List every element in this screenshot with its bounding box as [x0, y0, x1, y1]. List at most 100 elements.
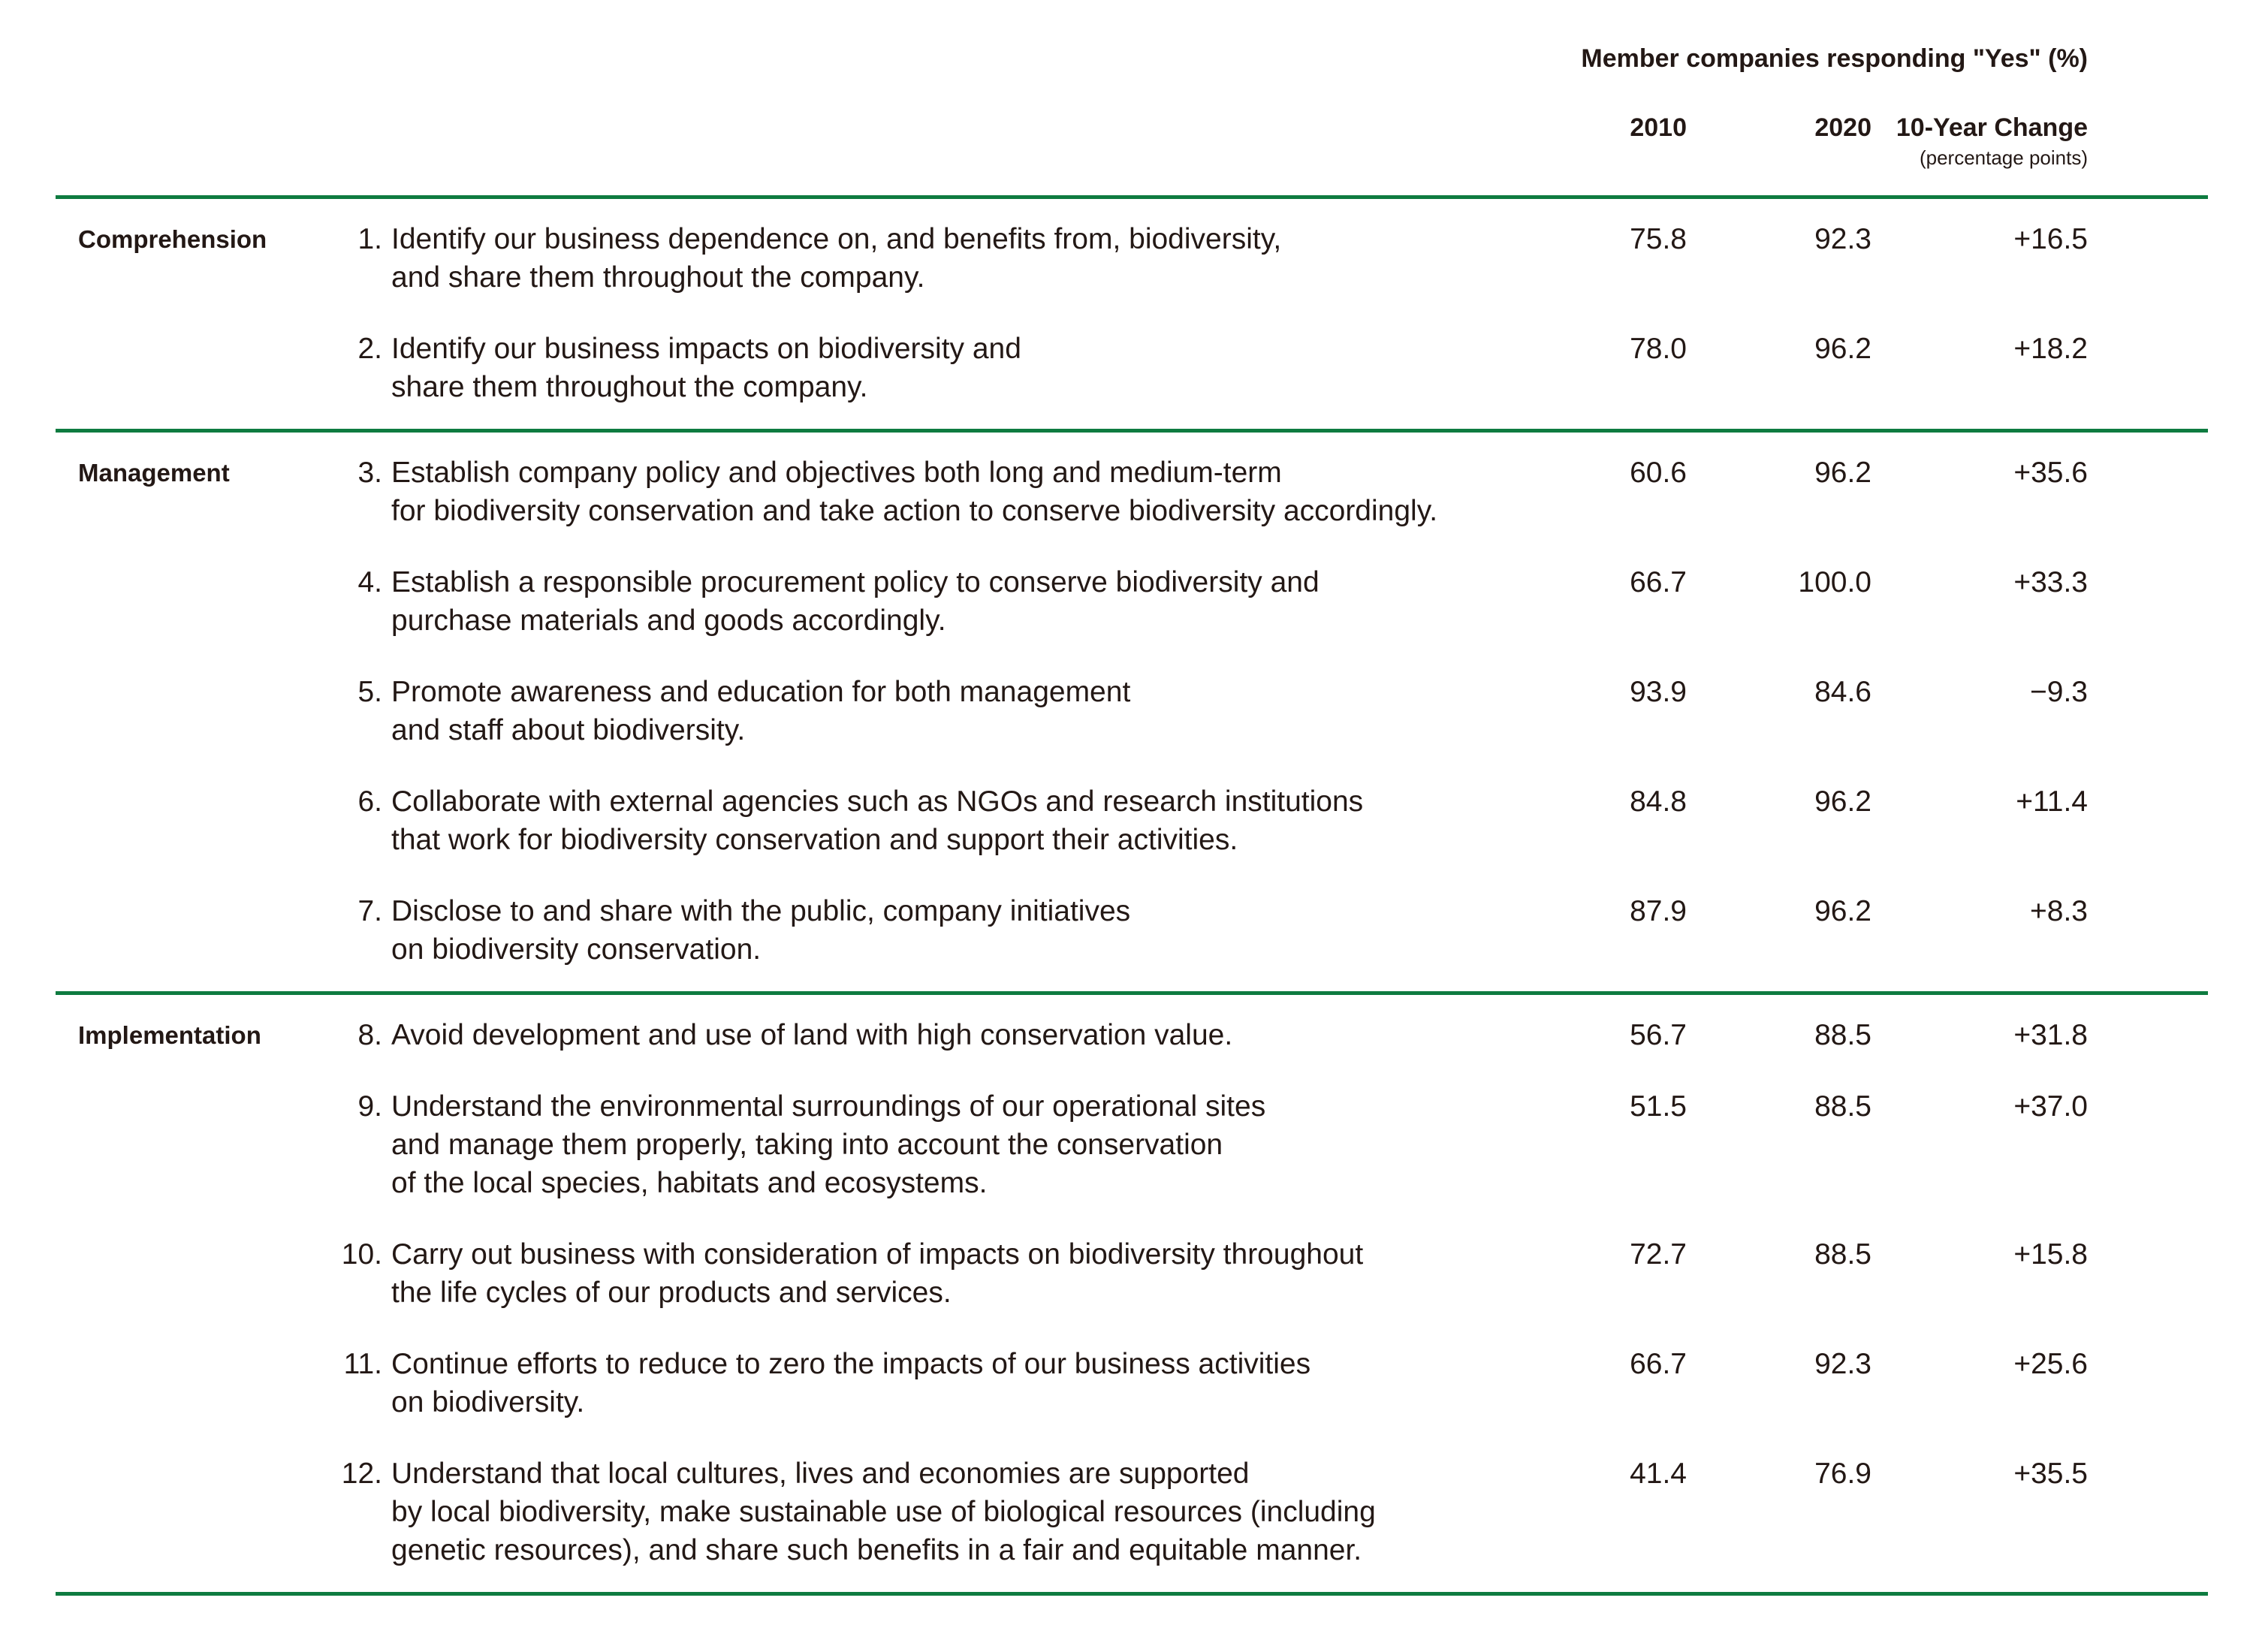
column-header-change: 10-Year Change: [1896, 113, 2088, 142]
section-label: Management: [78, 459, 230, 487]
value-change: +33.3: [2013, 566, 2088, 598]
item-number: 7.: [357, 895, 382, 927]
value-2020: 96.2: [1814, 457, 1871, 489]
item-text: Continue efforts to reduce to zero the i…: [391, 1345, 1547, 1421]
value-2020: 76.9: [1814, 1458, 1871, 1490]
item-text-line: of the local species, habitats and ecosy…: [391, 1167, 988, 1199]
item-number: 10.: [341, 1238, 382, 1271]
value-2010: 51.5: [1630, 1090, 1687, 1123]
table-row: 12. Understand that local cultures, lives…: [315, 1455, 2208, 1569]
column-header-2010: 2010: [1630, 113, 1687, 142]
item-text-line: for biodiversity conservation and take a…: [391, 495, 1438, 527]
value-2020: 88.5: [1814, 1090, 1871, 1123]
item-number: 5.: [357, 676, 382, 708]
table-title: Member companies responding "Yes" (%): [1581, 44, 2088, 73]
item-text: Carry out business with consideration of…: [391, 1235, 1547, 1312]
value-2010: 41.4: [1630, 1458, 1687, 1490]
value-2010: 75.8: [1630, 223, 1687, 255]
item-number: 11.: [343, 1348, 382, 1380]
item-text-line: the life cycles of our products and serv…: [391, 1277, 952, 1309]
item-text-line: Identify our business dependence on, and…: [391, 223, 1282, 255]
item-text: Establish a responsible procurement poli…: [391, 563, 1547, 640]
item-text: Establish company policy and objectives …: [391, 454, 1547, 530]
column-header-change-unit: (percentage points): [1919, 146, 2088, 169]
item-number: 4.: [357, 566, 382, 598]
item-text: Understand the environmental surrounding…: [391, 1087, 1547, 1202]
item-text-line: Collaborate with external agencies such …: [391, 785, 1364, 818]
item-text: Collaborate with external agencies such …: [391, 782, 1547, 859]
value-change: +25.6: [2013, 1348, 2088, 1380]
value-change: +11.4: [2016, 785, 2088, 818]
value-change: +18.2: [2013, 333, 2088, 365]
item-text-line: genetic resources), and share such benef…: [391, 1534, 1362, 1566]
value-change: +35.6: [2013, 457, 2088, 489]
table-row: 3. Establish company policy and objective…: [315, 454, 2208, 530]
item-text-line: purchase materials and goods accordingly…: [391, 604, 946, 637]
item-text-line: Establish company policy and objectives …: [391, 457, 1282, 489]
value-change: +8.3: [2030, 895, 2088, 927]
table-row: 2. Identify our business impacts on biodi…: [315, 330, 2208, 406]
item-text-line: on biodiversity conservation.: [391, 933, 762, 966]
value-change: +15.8: [2013, 1238, 2088, 1271]
item-number: 3.: [357, 457, 382, 489]
item-text-line: Continue efforts to reduce to zero the i…: [391, 1348, 1311, 1380]
section-comprehension: Comprehension 1. Identify our business dep…: [56, 195, 2208, 429]
item-text: Disclose to and share with the public, c…: [391, 892, 1547, 969]
table-row: 1. Identify our business dependence on, a…: [315, 220, 2208, 297]
table-row: 4. Establish a responsible procurement po…: [315, 563, 2208, 640]
item-text-line: on biodiversity.: [391, 1386, 585, 1418]
item-text: Identify our business impacts on biodive…: [391, 330, 1547, 406]
value-change: +31.8: [2013, 1019, 2088, 1051]
section-management: Management 3. Establish company policy and…: [56, 429, 2208, 991]
table-row: 9. Understand the environmental surroundi…: [315, 1087, 2208, 1202]
value-2010: 56.7: [1630, 1019, 1687, 1051]
item-text-line: and share them throughout the company.: [391, 261, 925, 294]
item-text-line: Disclose to and share with the public, c…: [391, 895, 1131, 927]
item-number: 12.: [341, 1458, 382, 1490]
item-text-line: Identify our business impacts on biodive…: [391, 333, 1021, 365]
value-2010: 87.9: [1630, 895, 1687, 927]
item-text-line: Promote awareness and education for both…: [391, 676, 1131, 708]
value-2020: 100.0: [1798, 566, 1871, 598]
table-row: 6. Collaborate with external agencies suc…: [315, 782, 2208, 859]
table-row: 5. Promote awareness and education for bo…: [315, 673, 2208, 749]
value-2010: 78.0: [1630, 333, 1687, 365]
value-2010: 72.7: [1630, 1238, 1687, 1271]
section-items: 3. Establish company policy and objective…: [315, 454, 2208, 969]
item-text: Identify our business dependence on, and…: [391, 220, 1547, 297]
item-text-line: Understand that local cultures, lives an…: [391, 1458, 1250, 1490]
section-implementation: Implementation 8. Avoid development and us…: [56, 991, 2208, 1592]
value-2010: 60.6: [1630, 457, 1687, 489]
section-label: Implementation: [78, 1021, 261, 1049]
value-2020: 92.3: [1814, 223, 1871, 255]
value-change: +37.0: [2013, 1090, 2088, 1123]
value-2020: 88.5: [1814, 1238, 1871, 1271]
table-row: 10. Carry out business with consideration…: [315, 1235, 2208, 1312]
value-change: +16.5: [2013, 223, 2088, 255]
item-number: 9.: [357, 1090, 382, 1123]
column-header-row: 2010 2020 10-Year Change: [56, 111, 2208, 144]
value-2010: 66.7: [1630, 566, 1687, 598]
item-number: 1.: [357, 223, 382, 255]
table-row: 7. Disclose to and share with the public,…: [315, 892, 2208, 969]
value-2020: 84.6: [1814, 676, 1871, 708]
item-number: 2.: [357, 333, 382, 365]
section-items: 8. Avoid development and use of land with…: [315, 1016, 2208, 1569]
table-header: Member companies responding "Yes" (%) 20…: [56, 42, 2208, 195]
table-row: 11. Continue efforts to reduce to zero th…: [315, 1345, 2208, 1421]
value-2010: 84.8: [1630, 785, 1687, 818]
section-label: Comprehension: [78, 225, 267, 253]
item-text: Understand that local cultures, lives an…: [391, 1455, 1547, 1569]
item-text-line: Understand the environmental surrounding…: [391, 1090, 1266, 1123]
item-text-line: share them throughout the company.: [391, 371, 868, 403]
item-text-line: and staff about biodiversity.: [391, 714, 746, 746]
value-2020: 96.2: [1814, 333, 1871, 365]
item-number: 6.: [357, 785, 382, 818]
value-2020: 96.2: [1814, 895, 1871, 927]
value-2010: 93.9: [1630, 676, 1687, 708]
column-header-2020: 2020: [1814, 113, 1871, 142]
value-2010: 66.7: [1630, 1348, 1687, 1380]
item-text-line: Avoid development and use of land with h…: [391, 1019, 1233, 1051]
item-text-line: Carry out business with consideration of…: [391, 1238, 1364, 1271]
value-2020: 92.3: [1814, 1348, 1871, 1380]
